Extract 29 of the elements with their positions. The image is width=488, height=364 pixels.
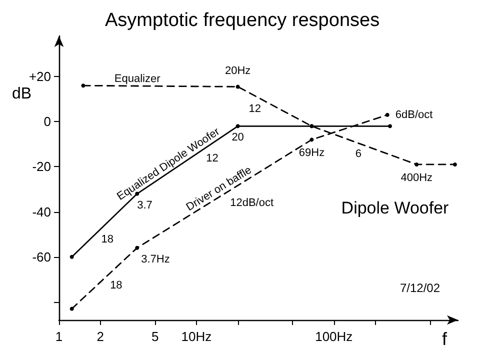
annotation: 18 bbox=[101, 234, 114, 246]
annotation: 7/12/02 bbox=[400, 281, 440, 295]
annotation: 12 bbox=[206, 152, 218, 165]
annotation: 3.7Hz bbox=[141, 253, 170, 266]
annotation: Dipole Woofer bbox=[341, 198, 450, 218]
annotation: 400Hz bbox=[400, 172, 433, 184]
y-tick-label: -40 bbox=[32, 204, 51, 220]
annotation: 6dB/oct bbox=[395, 108, 433, 121]
chart-title: Asymptotic frequency responses bbox=[105, 10, 380, 31]
y-tick-label: -60 bbox=[32, 249, 51, 264]
series-label: Equalizer bbox=[114, 72, 161, 86]
x-axis-title: f bbox=[442, 329, 448, 349]
annotation: 20 bbox=[232, 132, 244, 144]
x-tick-label: 100Hz bbox=[315, 329, 353, 344]
x-tick-label: 5 bbox=[151, 329, 159, 344]
annotation: 18 bbox=[110, 280, 122, 292]
y-axis-title: dB bbox=[12, 86, 32, 102]
annotation: 69Hz bbox=[298, 147, 325, 160]
x-tick-label: 2 bbox=[96, 329, 104, 344]
annotation: 20Hz bbox=[224, 65, 251, 78]
annotation: 6 bbox=[355, 148, 362, 160]
x-tick-label: 1 bbox=[55, 329, 63, 344]
y-tick-label: 0 bbox=[44, 114, 51, 130]
y-tick-label: +20 bbox=[28, 69, 51, 84]
annotation: 12 bbox=[248, 103, 261, 116]
annotation: 3.7 bbox=[137, 199, 152, 212]
x-tick-label: 10Hz bbox=[181, 329, 212, 344]
y-tick-label: -20 bbox=[32, 159, 51, 174]
annotation: 12dB/oct bbox=[230, 196, 274, 209]
